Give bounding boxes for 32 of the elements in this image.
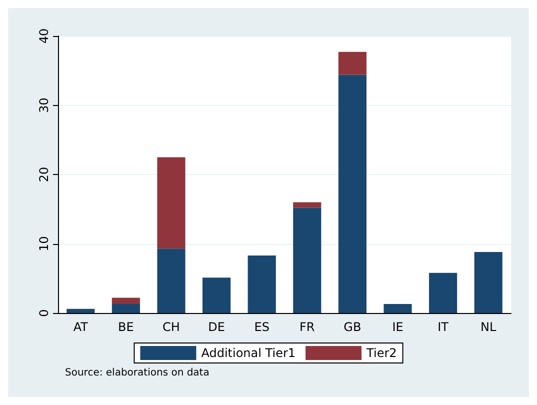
bar xyxy=(112,304,140,313)
x-tick-label: ES xyxy=(254,320,270,334)
bar xyxy=(157,157,186,249)
legend-label: Tier2 xyxy=(366,346,397,360)
x-tick-label: BE xyxy=(118,320,134,334)
y-tick-label: 30 xyxy=(37,98,51,113)
x-tick-label: IE xyxy=(392,320,404,334)
bar xyxy=(338,52,366,75)
x-tick-label: AT xyxy=(73,320,89,334)
bar xyxy=(429,272,458,313)
bar xyxy=(474,252,502,313)
bar xyxy=(202,278,231,313)
bar xyxy=(66,308,95,313)
source-note: Source: elaborations on data xyxy=(65,368,210,378)
y-tick-label: 40 xyxy=(37,28,51,44)
y-tick-label: 20 xyxy=(37,166,51,182)
x-tick-label: NL xyxy=(480,320,496,334)
bar xyxy=(112,298,140,304)
bar xyxy=(338,74,366,313)
y-tick-label: 10 xyxy=(37,236,51,252)
bar xyxy=(293,202,322,208)
legend-label: Additional Tier1 xyxy=(201,346,296,360)
x-tick-label: GB xyxy=(344,320,362,334)
bar xyxy=(384,304,412,313)
bar xyxy=(293,208,322,313)
x-tick-label: IT xyxy=(438,320,450,334)
x-tick-label: FR xyxy=(300,320,315,334)
x-tick-label: DE xyxy=(208,320,225,334)
bar xyxy=(157,248,186,313)
bar xyxy=(248,256,276,313)
y-tick-label: 0 xyxy=(37,309,51,317)
x-tick-label: CH xyxy=(162,320,180,334)
